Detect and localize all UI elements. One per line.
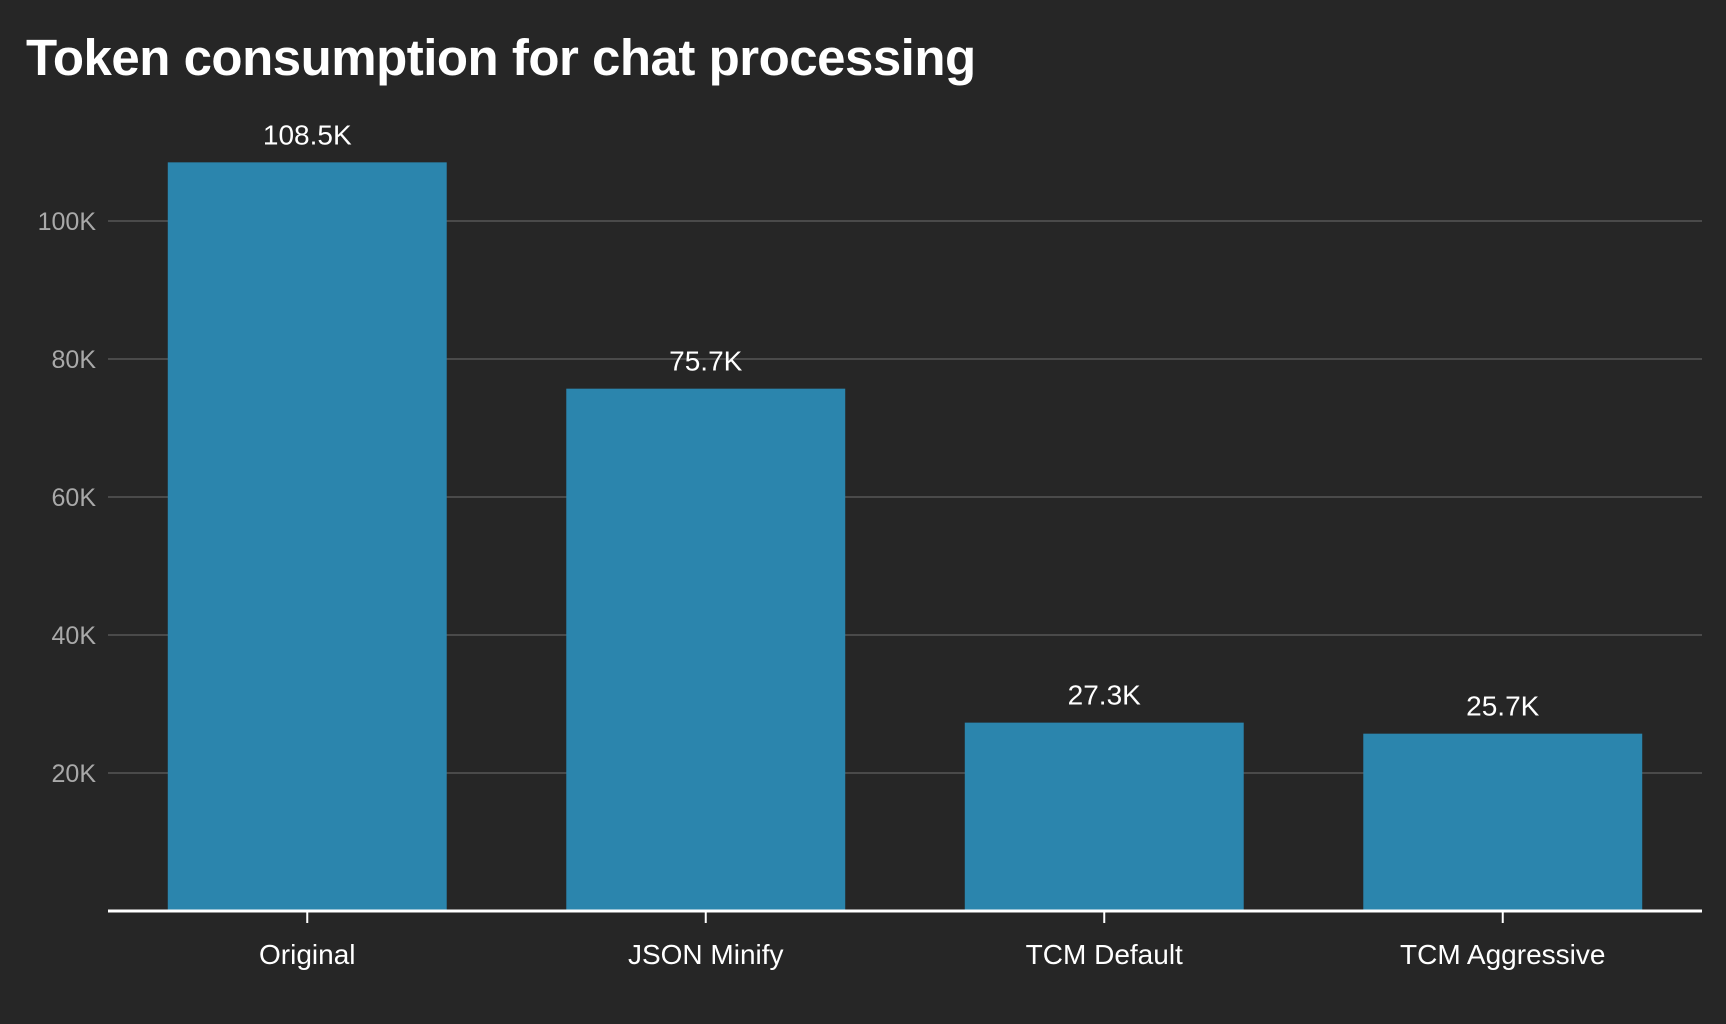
labels: 20K 40K 60K 80K 100K 108.5K Original 75.7K JSON … <box>38 119 1606 970</box>
chart-title: Token consumption for chat processing <box>26 29 976 86</box>
bar-value-label: 108.5K <box>263 119 352 150</box>
x-tick-label: JSON Minify <box>628 939 784 970</box>
bar <box>566 388 846 911</box>
y-tick-label: 100K <box>38 208 97 236</box>
bar-value-label: 27.3K <box>1068 680 1141 711</box>
y-tick-label: 80K <box>52 346 97 374</box>
x-axis <box>108 909 1702 923</box>
bars <box>167 162 1643 912</box>
x-tick-label: TCM Aggressive <box>1400 939 1605 970</box>
bar <box>167 162 447 912</box>
y-tick-label: 60K <box>52 484 97 512</box>
y-tick-label: 20K <box>52 760 97 788</box>
x-tick-label: TCM Default <box>1026 939 1183 970</box>
bar <box>964 722 1244 911</box>
x-tick-label: Original <box>259 939 355 970</box>
bar-value-label: 75.7K <box>669 346 742 377</box>
bar <box>1363 733 1643 911</box>
y-tick-label: 40K <box>52 622 97 650</box>
bar-value-label: 25.7K <box>1466 691 1539 722</box>
